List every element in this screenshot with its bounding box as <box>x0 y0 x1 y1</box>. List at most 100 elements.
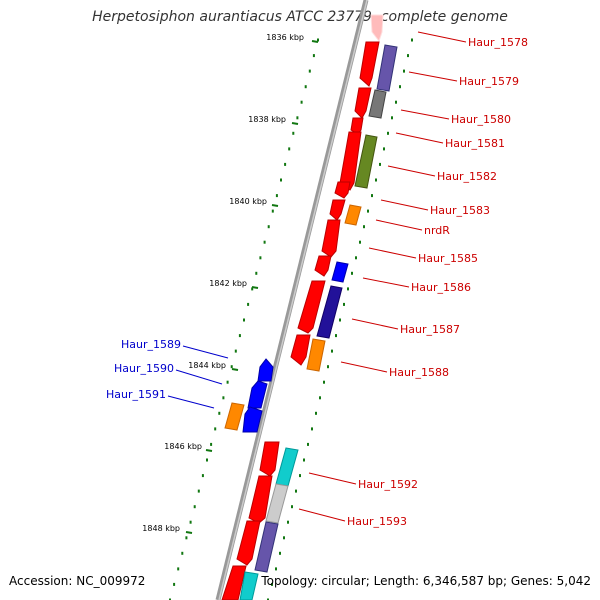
ruler-dot <box>323 380 325 384</box>
ruler-dot <box>226 380 229 384</box>
ruler-dot <box>230 365 233 369</box>
ruler-dot <box>193 505 196 509</box>
cds-arrow[interactable] <box>290 334 311 366</box>
gene-label[interactable]: Haur_1583 <box>430 204 490 217</box>
cds-arrow[interactable] <box>321 219 341 258</box>
ruler-dot <box>214 427 217 431</box>
tick-label: 1844 kbp <box>188 361 226 370</box>
gene-label[interactable]: Haur_1591 <box>106 388 166 401</box>
feature-block[interactable] <box>254 521 279 573</box>
ruler-dot <box>291 505 293 509</box>
feature-block[interactable] <box>376 44 398 92</box>
forward-cds-track <box>221 14 384 600</box>
gene-label[interactable]: Haur_1585 <box>418 252 478 265</box>
ruler-dot <box>177 567 180 571</box>
ruler-dot <box>383 147 385 151</box>
ruler-dot <box>339 318 341 322</box>
tick-mark <box>291 122 299 125</box>
ruler-dot <box>210 442 213 446</box>
feature-block[interactable] <box>306 338 326 372</box>
ruler-dot <box>315 411 317 415</box>
ruler-dot <box>189 520 192 524</box>
tick-mark <box>185 531 193 534</box>
ruler-dot <box>399 85 401 89</box>
gene-label[interactable]: Haur_1581 <box>445 137 505 150</box>
ruler-dot <box>319 396 321 400</box>
gene-label[interactable]: Haur_1589 <box>121 338 181 351</box>
cds-arrow[interactable] <box>221 565 247 600</box>
feature-block[interactable] <box>331 261 349 283</box>
gene-label[interactable]: Haur_1592 <box>358 478 418 491</box>
ruler-dot <box>308 69 311 73</box>
ruler-dot <box>271 582 273 586</box>
feature-block[interactable] <box>224 402 245 431</box>
cds-arrow[interactable] <box>259 441 280 477</box>
gene-label[interactable]: Haur_1579 <box>459 75 519 88</box>
leader-lines <box>167 31 467 522</box>
cds-arrow[interactable] <box>297 280 326 334</box>
feature-block[interactable] <box>265 483 289 524</box>
ruler-dot <box>403 69 405 73</box>
ruler-dot <box>201 474 204 478</box>
ruler-dot <box>271 209 274 213</box>
ruler-dot <box>307 442 309 446</box>
cds-arrow[interactable] <box>248 475 273 524</box>
ruler-dot <box>279 551 281 555</box>
ruler-dot <box>296 116 299 120</box>
ruler-dot <box>185 536 188 540</box>
feature-block[interactable] <box>275 447 299 487</box>
feature-block[interactable] <box>354 134 378 189</box>
gene-label[interactable]: Haur_1582 <box>437 170 497 183</box>
feature-block[interactable] <box>316 285 343 339</box>
tick-label: 1838 kbp <box>248 115 286 124</box>
ruler-dot <box>284 162 287 166</box>
feature-block[interactable] <box>368 89 387 119</box>
cds-arrow[interactable] <box>236 520 261 566</box>
ruler-dot <box>275 567 277 571</box>
ruler-dot <box>275 194 278 198</box>
gene-label[interactable]: Haur_1578 <box>468 36 528 49</box>
gene-label[interactable]: Haur_1593 <box>347 515 407 528</box>
ruler-dot <box>247 302 250 306</box>
cds-arrow[interactable] <box>257 358 274 382</box>
cds-arrow[interactable] <box>329 199 346 221</box>
gene-label[interactable]: Haur_1586 <box>411 281 471 294</box>
ruler-dot <box>173 582 176 586</box>
forward-gene-labels: Haur_1578 Haur_1579 Haur_1580 Haur_1581 … <box>347 36 528 528</box>
gene-label[interactable]: Haur_1588 <box>389 366 449 379</box>
ruler-dot <box>299 474 301 478</box>
cds-arrow[interactable] <box>359 41 380 87</box>
ruler-dot <box>363 225 365 229</box>
ruler-dot <box>375 178 377 182</box>
tick-label: 1842 kbp <box>209 279 247 288</box>
ruler-dot <box>283 536 285 540</box>
cds-arrow[interactable] <box>334 181 351 199</box>
feature-block[interactable] <box>239 571 259 600</box>
ruler-dot <box>359 240 361 244</box>
cds-arrow[interactable] <box>370 14 384 43</box>
topology-text: Topology: circular; Length: 6,346,587 bp… <box>261 574 591 588</box>
ruler-dot <box>411 38 413 42</box>
cds-arrow[interactable] <box>242 406 263 433</box>
cds-arrow[interactable] <box>339 131 362 191</box>
gene-label[interactable]: Haur_1580 <box>451 113 511 126</box>
tick-label: 1840 kbp <box>229 197 267 206</box>
ruler-dot <box>287 520 289 524</box>
gene-label[interactable]: Haur_1590 <box>114 362 174 375</box>
feature-track <box>224 44 398 600</box>
feature-block[interactable] <box>344 204 362 226</box>
tick-mark <box>251 286 259 289</box>
ruler-dot <box>351 271 353 275</box>
ruler-dot <box>311 427 313 431</box>
ruler-dot <box>197 489 200 493</box>
gene-label[interactable]: nrdR <box>424 224 450 237</box>
ruler-dot <box>234 349 237 353</box>
ruler-dot <box>391 116 393 120</box>
cds-arrow[interactable] <box>354 87 372 119</box>
map-title: Herpetosiphon aurantiacus ATCC 23779, co… <box>92 9 508 25</box>
cds-arrow[interactable] <box>314 255 332 277</box>
gene-label[interactable]: Haur_1587 <box>400 323 460 336</box>
tick-label: 1836 kbp <box>266 33 304 42</box>
ruler-dot <box>335 334 337 338</box>
